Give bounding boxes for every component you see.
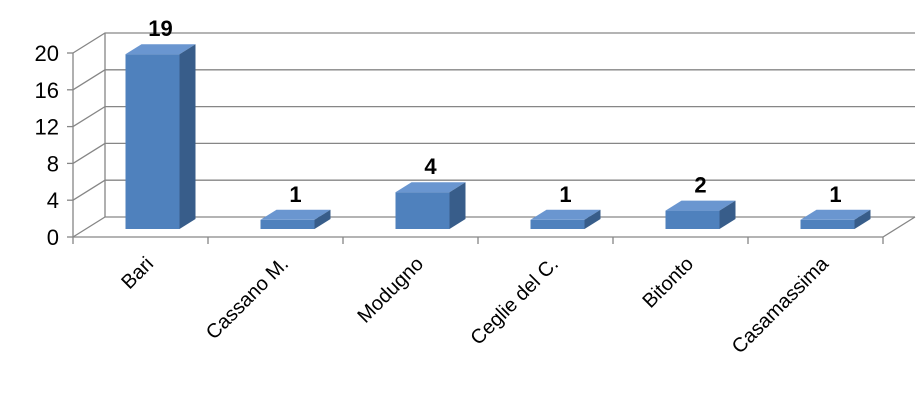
category-label: Bitonto bbox=[638, 253, 698, 313]
bar-front bbox=[800, 219, 855, 229]
bar-top bbox=[395, 182, 466, 193]
bar-ceglie-del-c- bbox=[530, 209, 601, 229]
y-tick-label: 20 bbox=[35, 41, 59, 66]
category-label: Casamassima bbox=[728, 252, 834, 358]
bar-front bbox=[125, 54, 180, 230]
y-tick-label: 4 bbox=[47, 188, 59, 213]
category-label: Modugno bbox=[354, 253, 429, 328]
bars bbox=[125, 44, 871, 230]
gridline bbox=[72, 69, 915, 91]
bar-top bbox=[530, 209, 601, 220]
bar-top bbox=[260, 209, 331, 220]
data-label: 1 bbox=[829, 182, 841, 207]
gridline bbox=[72, 142, 915, 164]
gridline bbox=[72, 105, 915, 128]
bar-side bbox=[179, 44, 196, 230]
bar-bari bbox=[125, 44, 196, 230]
bar-side bbox=[584, 209, 601, 229]
bar-front bbox=[395, 192, 450, 229]
x-axis-category-labels: Bari Cassano M. Modugno Ceglie del C. Bitont… bbox=[117, 252, 833, 358]
data-label: 1 bbox=[289, 182, 301, 207]
bar-top bbox=[125, 44, 196, 55]
bar-front bbox=[665, 210, 720, 229]
y-tick-label: 8 bbox=[47, 151, 59, 176]
y-tick-label: 12 bbox=[35, 115, 59, 140]
bar-bitonto bbox=[665, 200, 736, 229]
bar-front bbox=[260, 219, 315, 229]
y-tick-label: 0 bbox=[47, 225, 59, 250]
bar-front bbox=[530, 219, 585, 229]
bar-modugno bbox=[395, 182, 466, 229]
data-label: 19 bbox=[148, 16, 172, 41]
data-label: 1 bbox=[559, 182, 571, 207]
bar-top bbox=[800, 209, 871, 220]
y-axis-tick-labels: 0 4 8 12 16 20 bbox=[35, 41, 59, 250]
data-label: 2 bbox=[694, 173, 706, 198]
bar-side bbox=[854, 209, 871, 229]
gridline bbox=[72, 179, 915, 201]
bar-side bbox=[314, 209, 331, 229]
category-label: Cassano M. bbox=[202, 253, 293, 344]
gridline bbox=[72, 216, 915, 238]
data-labels: 19 1 4 1 2 1 bbox=[148, 16, 841, 207]
data-label: 4 bbox=[424, 154, 437, 179]
category-label: Bari bbox=[117, 253, 158, 294]
y-tick-label: 16 bbox=[35, 78, 59, 103]
floor-right-edge bbox=[882, 216, 916, 238]
bar-casamassima bbox=[800, 209, 871, 229]
gridline bbox=[72, 32, 915, 54]
axes bbox=[67, 33, 916, 244]
category-label: Ceglie del C. bbox=[467, 253, 564, 350]
gridlines bbox=[72, 32, 915, 238]
bar-top bbox=[665, 200, 736, 211]
bar-cassano-m- bbox=[260, 209, 331, 229]
bar-side bbox=[719, 200, 736, 229]
bar-side bbox=[449, 182, 466, 229]
